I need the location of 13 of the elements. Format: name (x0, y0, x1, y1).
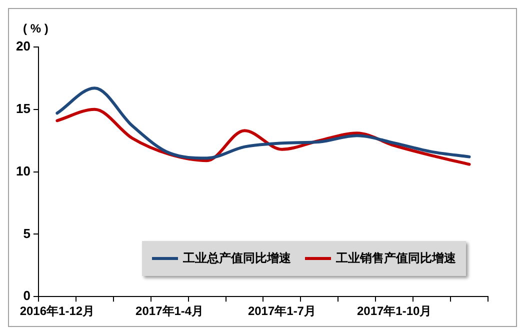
legend-label: 工业总产值同比增速 (183, 250, 291, 267)
x-tick-label: 2016年1-12月 (20, 304, 95, 318)
x-tick-label: 2017年1-7月 (248, 304, 316, 318)
y-tick-label: 10 (16, 163, 30, 178)
y-tick-label: 5 (23, 226, 30, 241)
x-tick-label: 2017年1-10月 (356, 304, 432, 318)
legend-label: 工业销售产值同比增速 (336, 250, 456, 267)
y-tick-label: 0 (23, 288, 30, 304)
x-tick-label: 2017年1-4月 (136, 304, 204, 318)
line-series (56, 86, 471, 160)
y-tick-label: 20 (16, 38, 30, 54)
y-axis-title: ( % ) (23, 21, 48, 36)
y-tick-label: 15 (16, 100, 30, 116)
